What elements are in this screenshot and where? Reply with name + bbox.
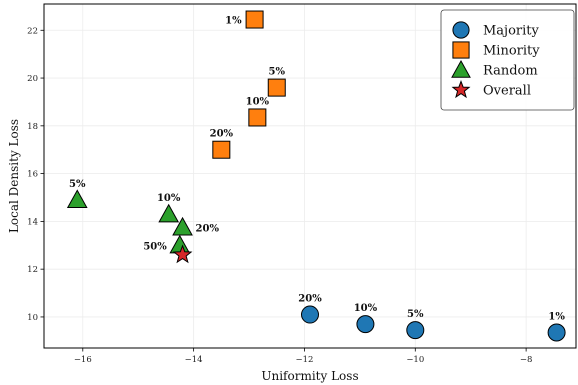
point-majority	[356, 315, 375, 334]
point-random	[66, 189, 88, 208]
point-label: 10%	[157, 193, 181, 204]
point-label: 10%	[246, 96, 270, 107]
plot-area-frame	[43, 3, 577, 349]
point-label: 5%	[269, 67, 286, 78]
point-label: 5%	[407, 309, 424, 320]
point-random	[172, 216, 193, 236]
x-tick-label: −10	[406, 355, 424, 365]
y-axis-label: Local Density Loss	[7, 119, 21, 233]
point-label: 20%	[210, 129, 234, 140]
legend-marker-majority	[452, 21, 470, 39]
legend-label-majority: Majority	[483, 24, 540, 39]
point-majority	[547, 323, 566, 342]
y-tick-label: 14	[27, 217, 38, 227]
x-tick-label: −8	[520, 355, 533, 365]
point-label: 50%	[143, 241, 167, 252]
point-minority	[212, 140, 231, 159]
legend: Majority Minority Random Overall	[440, 9, 575, 111]
y-tick-label: 22	[27, 26, 38, 36]
point-majority	[406, 321, 425, 340]
point-minority	[245, 10, 264, 29]
legend-box	[440, 9, 575, 111]
point-minority	[248, 108, 267, 127]
point-overall	[172, 244, 193, 264]
y-tick-label: 12	[27, 265, 38, 275]
legend-label-minority: Minority	[483, 44, 540, 59]
point-label: 5%	[69, 179, 86, 190]
point-minority	[267, 78, 286, 97]
point-majority	[301, 305, 319, 324]
data-points	[66, 10, 566, 342]
point-random	[169, 234, 191, 254]
point-annotations: 20% 10% 5% 1% 1% 5% 10% 20% 5% 10% 20% 50%	[69, 16, 565, 323]
legend-marker-minority	[452, 41, 470, 59]
legend-marker-overall	[451, 80, 471, 99]
y-tick-label: 18	[27, 122, 38, 132]
point-label: 1%	[548, 311, 565, 322]
y-tick-label: 16	[27, 170, 38, 180]
legend-label-overall: Overall	[483, 84, 531, 99]
point-label: 20%	[196, 223, 220, 234]
y-tick-label: 10	[27, 313, 38, 323]
x-tick-label: −14	[185, 355, 203, 365]
point-label: 1%	[225, 16, 242, 27]
legend-label-random: Random	[483, 64, 538, 79]
x-axis-label: Uniformity Loss	[261, 369, 358, 383]
legend-marker-random	[451, 59, 471, 78]
y-tick-label: 20	[27, 74, 38, 84]
point-label: 10%	[354, 303, 378, 314]
x-tick-label: −12	[295, 355, 313, 365]
x-tick-label: −16	[74, 355, 92, 365]
point-random	[158, 203, 180, 223]
axis-ticks: −16 −14 −12 −10 −8 10 12 14 16 18 20 22	[27, 26, 532, 365]
point-label: 20%	[298, 294, 322, 305]
